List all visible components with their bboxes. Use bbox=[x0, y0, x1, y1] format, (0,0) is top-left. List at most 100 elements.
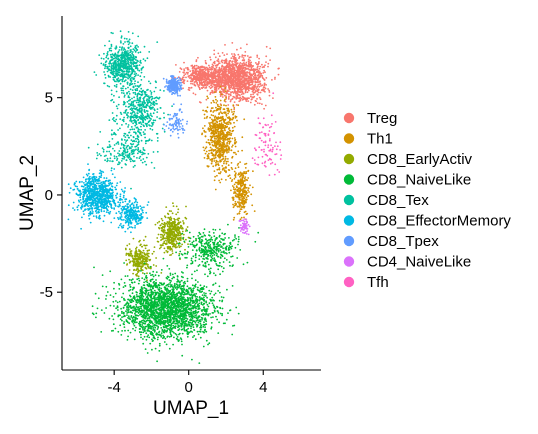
point bbox=[239, 193, 242, 196]
point bbox=[216, 174, 218, 177]
point bbox=[128, 289, 130, 292]
point bbox=[223, 149, 226, 151]
point bbox=[175, 205, 178, 208]
point bbox=[206, 89, 209, 92]
point bbox=[213, 137, 216, 140]
point bbox=[94, 292, 97, 295]
point bbox=[225, 160, 228, 163]
point bbox=[227, 149, 230, 151]
point bbox=[176, 336, 179, 338]
point bbox=[244, 54, 247, 57]
point bbox=[118, 282, 120, 285]
point bbox=[261, 66, 264, 69]
point bbox=[196, 76, 198, 79]
series-Treg bbox=[171, 42, 280, 112]
point bbox=[220, 150, 222, 153]
point bbox=[226, 145, 229, 147]
point bbox=[146, 249, 149, 252]
point bbox=[251, 83, 254, 86]
point bbox=[176, 284, 179, 286]
point bbox=[177, 208, 180, 211]
point bbox=[115, 300, 117, 302]
point bbox=[217, 105, 219, 107]
point bbox=[218, 76, 221, 78]
point bbox=[182, 291, 185, 293]
point bbox=[119, 324, 122, 327]
point bbox=[250, 66, 253, 69]
point bbox=[233, 101, 236, 103]
point bbox=[185, 238, 187, 241]
point bbox=[211, 141, 213, 144]
point bbox=[219, 91, 221, 94]
point bbox=[256, 56, 259, 58]
point bbox=[215, 98, 217, 101]
point bbox=[216, 75, 219, 78]
point bbox=[252, 93, 255, 96]
point bbox=[244, 198, 247, 201]
point bbox=[239, 184, 242, 187]
point bbox=[156, 237, 159, 239]
point bbox=[238, 204, 241, 207]
point bbox=[91, 305, 94, 308]
point bbox=[218, 83, 220, 86]
point bbox=[264, 64, 266, 67]
point bbox=[172, 240, 175, 242]
point bbox=[171, 252, 174, 255]
point bbox=[202, 146, 205, 149]
point bbox=[228, 121, 231, 123]
point bbox=[215, 66, 218, 69]
point bbox=[187, 327, 190, 330]
point bbox=[176, 238, 179, 241]
point bbox=[201, 75, 204, 78]
point bbox=[208, 127, 211, 130]
point bbox=[204, 147, 207, 150]
point bbox=[197, 67, 200, 70]
point bbox=[253, 88, 256, 91]
point bbox=[180, 338, 183, 341]
point bbox=[116, 301, 119, 304]
point bbox=[203, 285, 206, 288]
point bbox=[208, 82, 211, 85]
point bbox=[223, 129, 226, 131]
point bbox=[239, 94, 241, 97]
point bbox=[165, 206, 168, 209]
point bbox=[216, 109, 219, 111]
point bbox=[186, 80, 189, 82]
point bbox=[123, 262, 125, 264]
point bbox=[223, 143, 226, 146]
point bbox=[160, 287, 163, 290]
point bbox=[224, 124, 227, 127]
point bbox=[196, 311, 199, 314]
point bbox=[194, 72, 196, 75]
point bbox=[222, 73, 225, 75]
point bbox=[226, 143, 228, 145]
point bbox=[233, 183, 236, 186]
point bbox=[122, 286, 125, 288]
point bbox=[236, 119, 238, 122]
point bbox=[136, 261, 139, 264]
point bbox=[131, 278, 134, 281]
point bbox=[187, 243, 189, 246]
point bbox=[135, 294, 138, 296]
point bbox=[238, 173, 241, 176]
point bbox=[116, 305, 119, 308]
point bbox=[228, 174, 231, 177]
point bbox=[201, 81, 204, 84]
point bbox=[218, 112, 221, 114]
point bbox=[231, 53, 233, 55]
point bbox=[219, 95, 222, 97]
point bbox=[182, 233, 185, 236]
point bbox=[193, 334, 196, 337]
point bbox=[239, 182, 242, 184]
point bbox=[236, 59, 239, 62]
point bbox=[212, 123, 215, 125]
point bbox=[211, 107, 214, 109]
point bbox=[184, 320, 187, 323]
point bbox=[248, 65, 251, 68]
point bbox=[230, 134, 232, 137]
point bbox=[237, 90, 240, 93]
point bbox=[236, 73, 239, 76]
point bbox=[220, 88, 223, 90]
point bbox=[218, 55, 221, 58]
point bbox=[123, 326, 126, 328]
